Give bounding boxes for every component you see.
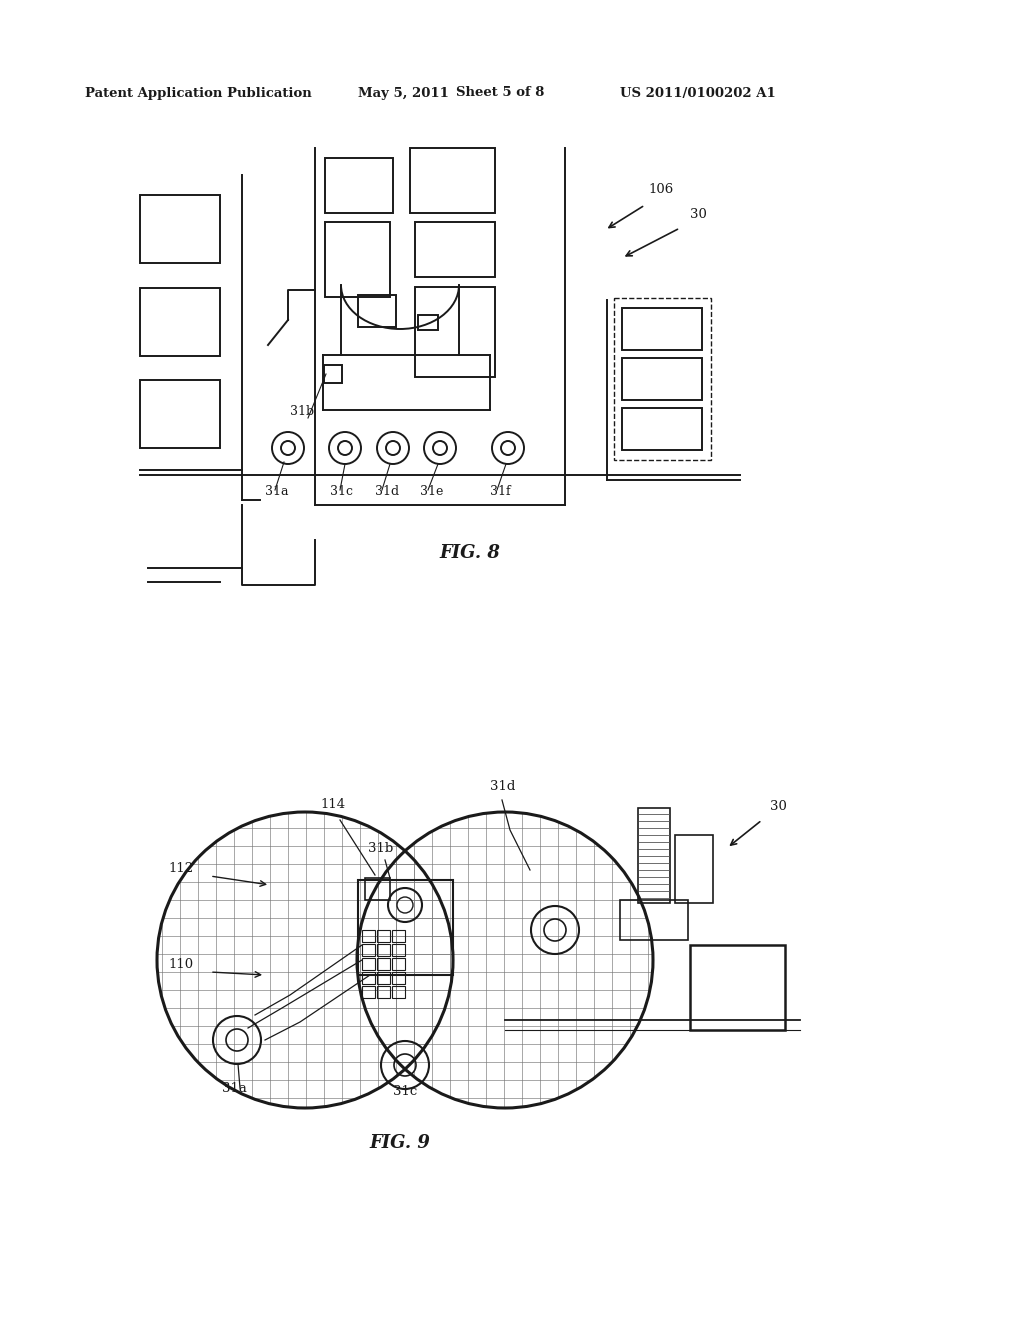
Bar bbox=[377, 944, 390, 956]
Bar bbox=[377, 958, 390, 970]
Bar bbox=[622, 308, 702, 350]
Text: 30: 30 bbox=[690, 209, 707, 220]
Text: 31b: 31b bbox=[290, 405, 314, 418]
Bar bbox=[358, 294, 396, 327]
Bar bbox=[365, 878, 390, 900]
Bar bbox=[325, 222, 390, 297]
Bar bbox=[418, 315, 438, 330]
Bar bbox=[358, 880, 453, 975]
Text: 31e: 31e bbox=[420, 484, 443, 498]
Bar bbox=[392, 972, 406, 983]
Bar bbox=[377, 972, 390, 983]
Text: 31c: 31c bbox=[393, 1085, 417, 1098]
Bar bbox=[324, 366, 342, 383]
Text: 114: 114 bbox=[319, 799, 345, 810]
Bar bbox=[140, 288, 220, 356]
Text: 31d: 31d bbox=[375, 484, 399, 498]
Bar bbox=[377, 931, 390, 942]
Bar bbox=[392, 944, 406, 956]
Bar bbox=[325, 158, 393, 213]
Text: 30: 30 bbox=[770, 800, 786, 813]
Bar bbox=[620, 900, 688, 940]
Text: 31a: 31a bbox=[222, 1082, 247, 1096]
Text: FIG. 8: FIG. 8 bbox=[439, 544, 501, 562]
Text: 31c: 31c bbox=[330, 484, 353, 498]
Bar bbox=[614, 298, 711, 459]
Text: 31f: 31f bbox=[490, 484, 511, 498]
Bar bbox=[392, 958, 406, 970]
Bar bbox=[140, 195, 220, 263]
Text: 31b: 31b bbox=[368, 842, 393, 855]
Text: 31a: 31a bbox=[265, 484, 289, 498]
Bar bbox=[377, 986, 390, 998]
Bar bbox=[362, 986, 375, 998]
Bar bbox=[622, 358, 702, 400]
Bar bbox=[622, 408, 702, 450]
Text: US 2011/0100202 A1: US 2011/0100202 A1 bbox=[620, 87, 776, 99]
Bar bbox=[362, 931, 375, 942]
Bar bbox=[690, 945, 785, 1030]
Text: 110: 110 bbox=[168, 958, 194, 972]
Bar bbox=[392, 986, 406, 998]
Bar bbox=[362, 958, 375, 970]
Bar bbox=[362, 972, 375, 983]
Bar bbox=[638, 808, 670, 903]
Text: Sheet 5 of 8: Sheet 5 of 8 bbox=[456, 87, 545, 99]
Bar bbox=[675, 836, 713, 903]
Text: FIG. 9: FIG. 9 bbox=[370, 1134, 430, 1152]
Bar bbox=[362, 944, 375, 956]
Bar bbox=[392, 931, 406, 942]
Bar bbox=[415, 222, 495, 277]
Bar bbox=[140, 380, 220, 447]
Bar bbox=[410, 148, 495, 213]
Text: May 5, 2011: May 5, 2011 bbox=[358, 87, 449, 99]
Text: 112: 112 bbox=[168, 862, 194, 875]
Text: Patent Application Publication: Patent Application Publication bbox=[85, 87, 311, 99]
Text: 31d: 31d bbox=[490, 780, 515, 793]
Bar bbox=[415, 286, 495, 378]
Text: 106: 106 bbox=[648, 183, 673, 195]
